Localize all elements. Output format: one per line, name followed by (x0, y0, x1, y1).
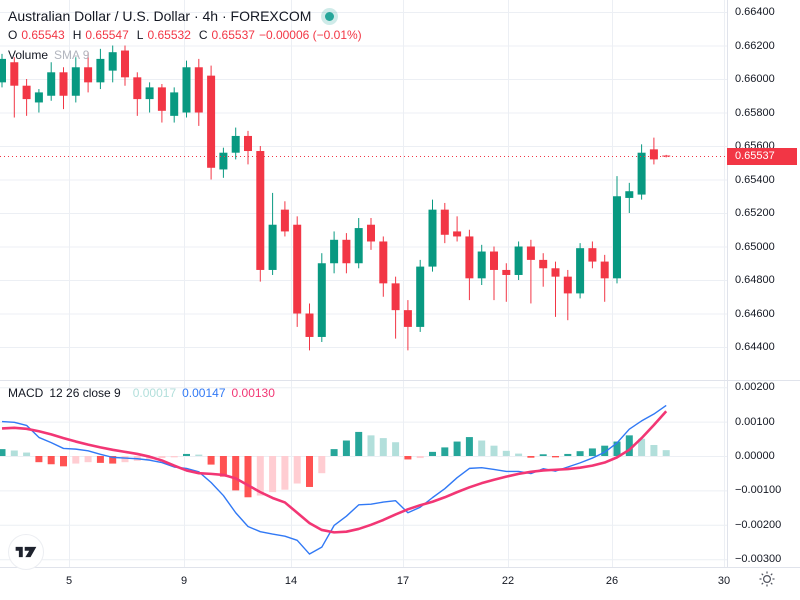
macd-signal-value: 0.00130 (231, 386, 275, 400)
macd-legend[interactable]: MACD 12 26 close 9 0.00017 0.00147 0.001… (8, 386, 275, 400)
price-tick-label: 0.65200 (735, 207, 775, 219)
volume-legend-title: Volume (8, 48, 49, 62)
candlestick-series (0, 45, 671, 351)
price-tick-label: 0.66400 (735, 6, 775, 18)
market-status-dot[interactable] (325, 11, 335, 21)
open-value: 0.65543 (21, 28, 65, 42)
price-tick-label: 0.64400 (735, 341, 775, 353)
macd-tick-label: 0.00200 (735, 381, 775, 394)
price-tick-label: 0.64800 (735, 274, 775, 286)
price-tick-label: 0.65000 (735, 240, 775, 253)
close-value: 0.65537 (211, 28, 255, 42)
last-price-label: 0.65537 (727, 148, 797, 166)
price-tick-label: 0.65800 (735, 106, 775, 119)
sun-icon-glyph (759, 571, 775, 587)
macd-tick-label: −0.00200 (735, 518, 782, 531)
time-tick-label: 5 (65, 575, 73, 587)
sun-icon[interactable] (758, 570, 776, 588)
macd-hist-value: 0.00017 (132, 386, 177, 400)
ohlc-legend: O 0.65543 H 0.65547 L 0.65532 C 0.65537 … (8, 28, 362, 42)
price-tick-label: 0.66000 (735, 73, 775, 85)
time-tick-label: 26 (605, 575, 619, 587)
macd-tick-label: 0.00100 (735, 415, 775, 428)
price-axis[interactable]: 0.66400 0.66200 0.66000 0.65800 0.65600 0.654… (727, 0, 800, 567)
price-tick-label: 0.65400 (735, 173, 775, 186)
macd-legend-params: 12 26 close 9 (49, 386, 121, 400)
low-label: L (136, 28, 144, 42)
symbol-legend[interactable]: Australian Dollar / U.S. Dollar · 4h · F… (8, 8, 335, 24)
high-value: 0.65547 (85, 28, 129, 42)
macd-legend-title: MACD (8, 386, 44, 400)
pane-separators (0, 0, 800, 567)
tradingview-logo[interactable] (8, 534, 44, 570)
time-axis[interactable]: 5 9 14 17 22 26 30 (0, 567, 800, 600)
macd-tick-label: −0.00300 (735, 553, 782, 566)
change-value: −0.00006 (−0.01%) (258, 28, 362, 42)
time-tick-label: 14 (284, 575, 298, 587)
macd-histogram (0, 431, 670, 498)
time-tick-label: 30 (717, 575, 731, 587)
close-label: C (198, 28, 208, 42)
time-tick-label: 22 (501, 575, 515, 587)
grid-lines (0, 0, 727, 567)
symbol-title[interactable]: Australian Dollar / U.S. Dollar · 4h · F… (8, 8, 312, 24)
high-label: H (72, 28, 82, 42)
time-tick-label: 9 (180, 575, 188, 587)
macd-line-value: 0.00147 (182, 386, 226, 400)
time-tick-label: 17 (396, 575, 410, 587)
macd-tick-label: −0.00100 (735, 484, 782, 497)
open-label: O (8, 28, 18, 42)
macd-tick-label: 0.00000 (735, 450, 775, 462)
price-tick-label: 0.66200 (735, 39, 775, 52)
volume-legend-params: SMA 9 (54, 48, 90, 62)
price-tick-label: 0.64600 (735, 307, 775, 320)
macd-signal-line (1, 410, 668, 534)
macd-line (1, 404, 667, 555)
tradingview-logo-glyph (15, 546, 37, 558)
volume-legend[interactable]: Volume SMA 9 (8, 48, 89, 62)
low-value: 0.65532 (147, 28, 191, 42)
